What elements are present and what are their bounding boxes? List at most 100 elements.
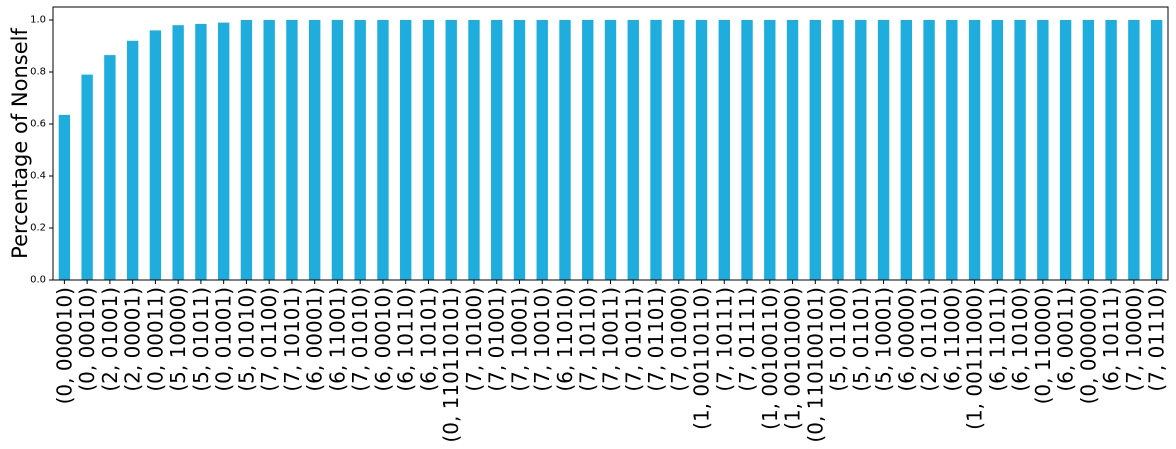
- x-tick-label: (5, 01100): [826, 287, 850, 392]
- bar: [217, 22, 230, 280]
- x-tick-label: (0, 00011): [143, 287, 167, 392]
- bar: [809, 20, 821, 280]
- x-tick-label: (5, 01011): [189, 287, 213, 392]
- x-tick-label: (2, 00001): [121, 287, 145, 392]
- x-tick-label: (5, 10000): [166, 287, 190, 392]
- x-tick-label: (7, 01110): [1145, 287, 1169, 392]
- bar: [172, 25, 184, 281]
- y-tick-label: 0.8: [30, 67, 46, 78]
- bar: [377, 20, 389, 280]
- x-tick-label: (7, 01011): [621, 287, 645, 392]
- x-tick-label: (0, 01001): [212, 287, 236, 392]
- x-tick-label: (6, 10100): [1008, 287, 1032, 392]
- bar: [582, 20, 594, 280]
- x-tick-label: (6, 00001): [303, 287, 327, 392]
- bar: [968, 20, 981, 280]
- bar: [468, 20, 480, 280]
- x-tick-label: (1, 00110110): [690, 287, 714, 430]
- plot-frame: [52, 6, 1169, 281]
- bar: [263, 20, 275, 280]
- bar: [1082, 20, 1095, 280]
- x-tick-label: (7, 10010): [530, 287, 554, 392]
- x-tick-label: (0, 110000): [1031, 287, 1055, 404]
- bar: [673, 20, 685, 280]
- bar: [1150, 20, 1163, 280]
- bar: [832, 20, 844, 280]
- bar: [1105, 20, 1117, 280]
- bar: [400, 20, 412, 280]
- bar: [331, 20, 344, 280]
- x-tick-label: (0, 000000): [1076, 287, 1100, 404]
- bar: [445, 20, 457, 280]
- bar: [58, 114, 71, 281]
- bar: [923, 20, 935, 280]
- x-tick-label: (6, 11001): [325, 287, 349, 392]
- x-tick-label: (1, 00111000): [963, 287, 987, 430]
- bar: [491, 20, 503, 280]
- bar: [354, 20, 366, 280]
- x-tick-label: (0, 000010): [52, 287, 76, 404]
- x-tick-label: (6, 00000): [894, 287, 918, 392]
- bar: [1014, 20, 1026, 280]
- bar: [149, 30, 162, 281]
- x-tick-label: (7, 01111): [735, 287, 759, 392]
- x-tick-label: (6, 10110): [394, 287, 418, 392]
- bar: [604, 20, 617, 280]
- bar: [900, 20, 913, 280]
- x-tick-label: (5, 01101): [849, 287, 873, 392]
- bar: [764, 20, 776, 280]
- bar: [1059, 20, 1072, 280]
- y-tick-label: 0.2: [30, 223, 46, 234]
- x-tick-label: (6, 00011): [1054, 287, 1078, 392]
- y-tick-label: 0.6: [30, 119, 46, 130]
- x-tick-label: (7, 10101): [280, 287, 304, 392]
- x-tick-label: (7, 10110): [576, 287, 600, 392]
- x-tick-label: (7, 01001): [485, 287, 509, 392]
- x-tick-label: (1, 00101000): [781, 287, 805, 430]
- bar: [81, 74, 93, 280]
- x-tick-label: (6, 11010): [553, 287, 577, 392]
- bar: [240, 20, 253, 280]
- bar: [308, 20, 321, 280]
- bar: [855, 20, 867, 280]
- y-tick-label: 0.0: [30, 275, 46, 286]
- x-tick-label: (7, 01010): [348, 287, 372, 392]
- x-tick-label: (1, 00100110): [758, 287, 782, 430]
- x-tick-label: (7, 10001): [507, 287, 531, 392]
- bar: [513, 20, 526, 280]
- x-tick-label: (7, 10011): [599, 287, 623, 392]
- x-tick-label: (7, 10100): [462, 287, 486, 392]
- bar: [559, 20, 571, 280]
- x-tick-label: (7, 01100): [257, 287, 281, 392]
- y-tick-label: 1.0: [30, 15, 46, 26]
- x-tick-label: (6, 10101): [416, 287, 440, 392]
- bar: [786, 20, 799, 280]
- bar: [877, 20, 890, 280]
- bar: [195, 23, 207, 281]
- bar: [536, 20, 548, 280]
- x-tick-label: (7, 01000): [667, 287, 691, 392]
- x-tick-label: (5, 01010): [234, 287, 258, 392]
- x-tick-label: (6, 11011): [985, 287, 1009, 392]
- x-tick-label: (7, 10111): [712, 287, 736, 392]
- bar: [104, 55, 116, 280]
- y-axis-title: Percentage of Nonself: [8, 28, 32, 259]
- x-tick-label: (6, 00010): [371, 287, 395, 392]
- x-tick-label: (2, 01101): [917, 287, 941, 392]
- bar: [695, 20, 708, 280]
- x-tick-label: (5, 10001): [872, 287, 896, 392]
- x-tick-label: (6, 11000): [940, 287, 964, 392]
- bar: [422, 20, 435, 280]
- x-tick-label: (6, 10111): [1099, 287, 1123, 392]
- bar: [126, 40, 139, 280]
- x-tick-label: (0, 110110101): [439, 287, 463, 443]
- x-tick-label: (0, 110100101): [803, 287, 827, 443]
- x-axis: (0, 000010)(0, 00010)(2, 01001)(2, 00001…: [52, 280, 1169, 443]
- bar: [991, 20, 1004, 280]
- x-tick-label: (2, 01001): [98, 287, 122, 392]
- bar: [1037, 20, 1049, 280]
- y-tick-label: 0.4: [30, 171, 46, 182]
- bar: [718, 20, 730, 280]
- bar: [650, 20, 662, 280]
